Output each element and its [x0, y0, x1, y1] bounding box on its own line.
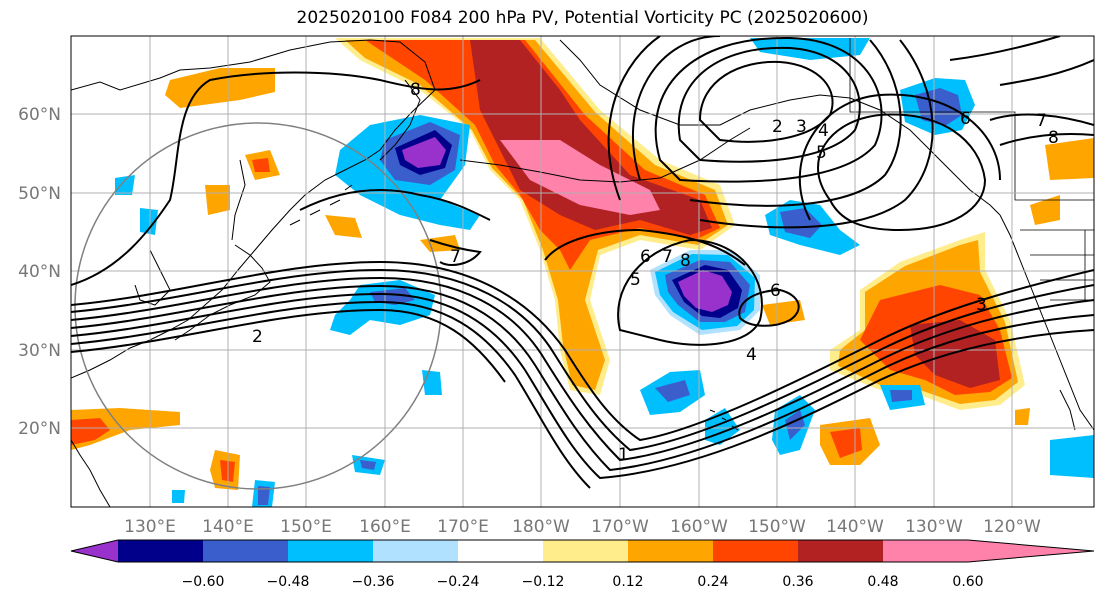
colorbar-swatch	[883, 540, 968, 562]
colorbar-tick-label: −0.60	[182, 574, 225, 590]
lat-tick-label: 40°N	[18, 262, 61, 282]
lon-tick-label: 140°E	[202, 517, 254, 537]
colorbar-swatch	[288, 540, 373, 562]
lon-tick-label: 170°E	[437, 517, 489, 537]
colorbar-extend-high	[968, 540, 1094, 562]
lon-tick-label: 150°W	[748, 517, 806, 537]
gridlines	[71, 36, 1094, 507]
contour-label: 2	[252, 327, 263, 347]
contour-label: 1	[618, 445, 629, 465]
colorbar-tick-label: 0.60	[952, 574, 983, 590]
positive-anomaly-small	[71, 68, 1094, 490]
contour-label: 5	[630, 270, 641, 290]
lon-tick-label: 120°W	[983, 517, 1041, 537]
colorbar-outline	[70, 539, 1095, 563]
colorbar-tick-label: −0.36	[352, 574, 395, 590]
contour-label: 5	[816, 143, 827, 163]
reference-circle	[74, 122, 442, 490]
colorbar-tick-label: −0.12	[522, 574, 565, 590]
colorbar-extend-low	[71, 540, 118, 562]
lon-tick-label: 130°W	[905, 517, 963, 537]
colorbar-tick-label: −0.48	[267, 574, 310, 590]
lon-tick-label: 130°E	[124, 517, 176, 537]
contour-label: 6	[960, 109, 971, 129]
colorbar-tick-label: 0.24	[697, 574, 728, 590]
lon-tick-label: 150°E	[280, 517, 332, 537]
colorbar-tick-label: −0.24	[437, 574, 480, 590]
contour-label: 6	[770, 281, 781, 301]
colorbar-swatch	[373, 540, 458, 562]
lat-tick-label: 50°N	[18, 184, 61, 204]
contour-label: 8	[1048, 128, 1059, 148]
colorbar: −0.60 −0.48 −0.36 −0.24 −0.12 0.12 0.24 …	[70, 539, 1095, 590]
contour-label: 4	[746, 345, 757, 365]
contour-label: 3	[796, 117, 807, 137]
contour-label: 2	[772, 117, 783, 137]
lat-tick-label: 30°N	[18, 341, 61, 361]
contour-label: 6	[640, 247, 651, 267]
lat-tick-label: 60°N	[18, 105, 61, 125]
contour-label: 7	[1036, 111, 1047, 131]
political-borders	[849, 38, 1094, 301]
colorbar-ticks: −0.60 −0.48 −0.36 −0.24 −0.12 0.12 0.24 …	[182, 574, 984, 590]
colorbar-swatch	[713, 540, 798, 562]
lat-tick-label: 20°N	[18, 419, 61, 439]
contour-labels: 2 1 4 3 6 7 8 5 6 7 8 2 3 4 5 6 7 8	[252, 80, 1059, 465]
map-frame	[70, 35, 1095, 508]
contour-label: 8	[410, 80, 421, 100]
contour-label: 8	[680, 251, 691, 271]
colorbar-tick-label: 0.36	[782, 574, 813, 590]
colorbar-swatch	[543, 540, 628, 562]
colorbar-swatch	[628, 540, 713, 562]
map-area: 2 1 4 3 6 7 8 5 6 7 8 2 3 4 5 6 7 8	[71, 36, 1094, 507]
pv-contours	[71, 36, 1094, 489]
lon-tick-labels: 130°E 140°E 150°E 160°E 170°E 180°W 170°…	[124, 517, 1041, 537]
map-title: 2025020100 F084 200 hPa PV, Potential Vo…	[296, 8, 869, 28]
contour-label: 7	[662, 247, 673, 267]
contour-label: 3	[976, 295, 987, 315]
colorbar-swatch	[458, 540, 543, 562]
lat-tick-labels: 60°N 50°N 40°N 30°N 20°N	[18, 105, 61, 439]
colorbar-swatch	[798, 540, 883, 562]
lon-tick-label: 160°W	[670, 517, 728, 537]
lon-tick-label: 180°W	[512, 517, 570, 537]
lon-tick-label: 140°W	[826, 517, 884, 537]
colorbar-swatch	[203, 540, 288, 562]
contour-label: 7	[450, 247, 461, 267]
colorbar-swatch	[118, 540, 203, 562]
lon-tick-label: 170°W	[591, 517, 649, 537]
colorbar-tick-label: 0.12	[612, 574, 643, 590]
contour-label: 4	[818, 121, 829, 141]
lon-tick-label: 160°E	[359, 517, 411, 537]
colorbar-tick-label: 0.48	[867, 574, 898, 590]
